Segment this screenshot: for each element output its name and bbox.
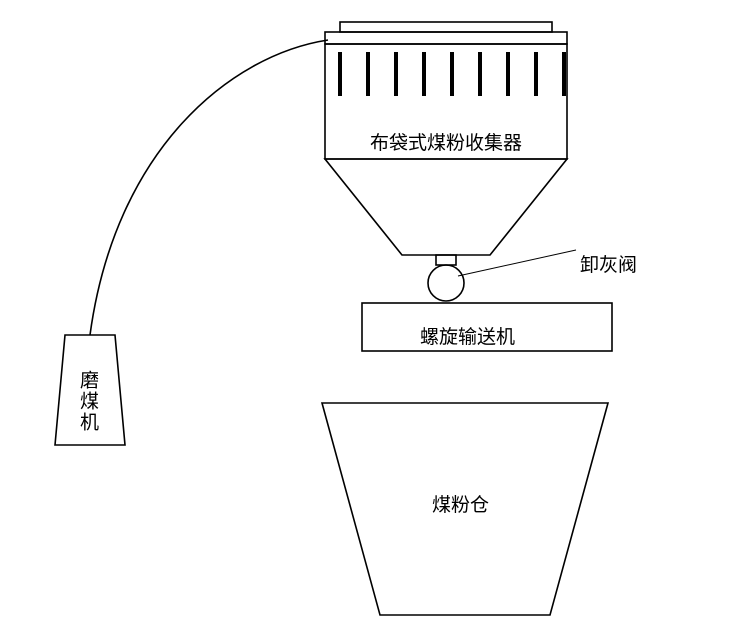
collector-label: 布袋式煤粉收集器 <box>370 128 522 155</box>
valve-leader-line <box>458 250 576 276</box>
silo-label: 煤粉仓 <box>432 490 489 517</box>
screw-conveyor-label: 螺旋输送机 <box>420 322 515 349</box>
valve-circle <box>428 265 464 301</box>
mill-label: 磨煤机 <box>74 370 101 433</box>
diagram-stage: 磨煤机 布袋式煤粉收集器 卸灰阀 螺旋输送机 煤粉仓 <box>0 0 745 636</box>
valve-label: 卸灰阀 <box>580 250 637 277</box>
valve-neck <box>436 255 456 265</box>
collector-cap <box>340 22 552 32</box>
pipe-curve <box>90 40 328 335</box>
collector-lid <box>325 32 567 44</box>
diagram-svg <box>0 0 745 636</box>
collector-hopper <box>325 159 567 255</box>
